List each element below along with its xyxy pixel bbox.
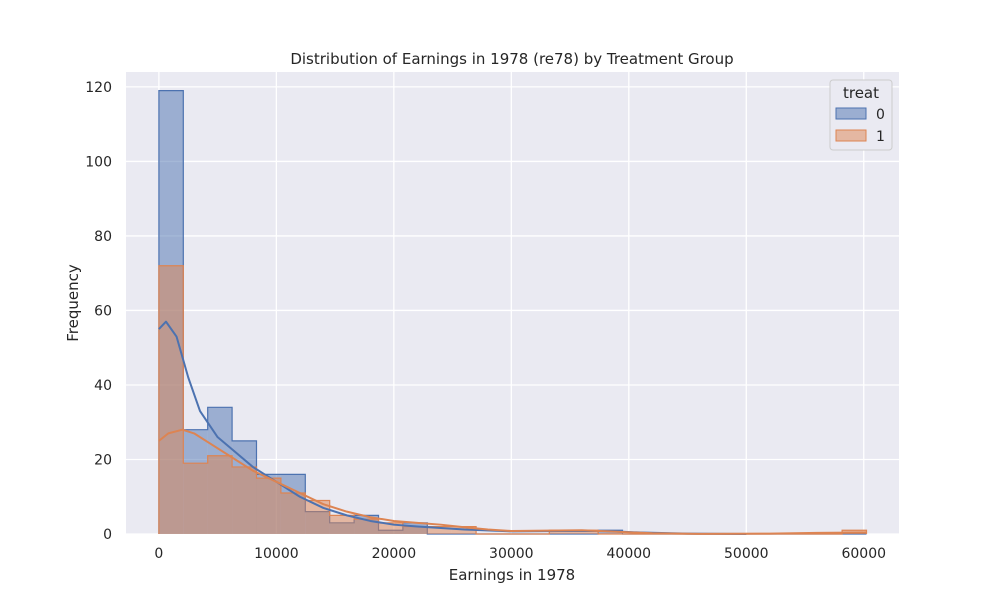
bar-s1-8 [354, 519, 379, 534]
y-tick-label-2: 40 [94, 378, 112, 394]
bar-s1-10 [402, 526, 428, 534]
legend: treat 0 1 [829, 79, 893, 151]
x-tick-label-0: 0 [154, 546, 163, 562]
bar-s1-3 [232, 466, 257, 534]
legend-swatch-0 [835, 107, 867, 120]
bar-s1-4 [256, 478, 281, 534]
x-tick-labels: 0 10000 20000 30000 40000 50000 60000 [154, 546, 886, 562]
kde-line-1 [158, 428, 867, 535]
x-tick-label-5: 50000 [724, 546, 769, 562]
y-tick-label-4: 80 [94, 229, 112, 245]
y-tick-labels: 0 20 40 60 80 100 120 [85, 80, 112, 543]
chart-title: Distribution of Earnings in 1978 (re78) … [290, 50, 733, 68]
x-tick-label-4: 40000 [607, 546, 652, 562]
x-tick-label-6: 60000 [841, 546, 886, 562]
bar-s1-17 [573, 530, 599, 534]
y-tick-label-3: 60 [94, 303, 112, 319]
histogram-bars [158, 90, 868, 535]
y-tick-label-1: 20 [94, 452, 112, 468]
bar-s1-1 [183, 463, 208, 534]
y-tick-label-5: 100 [85, 154, 112, 170]
bar-s1-16 [549, 530, 574, 534]
legend-swatch-1 [835, 129, 867, 142]
bar-s1-5 [280, 493, 306, 534]
x-tick-label-1: 10000 [254, 546, 299, 562]
bar-s1-11 [427, 526, 452, 534]
legend-title: treat [843, 84, 879, 102]
legend-label-1: 1 [876, 129, 885, 145]
y-tick-label-6: 120 [85, 80, 112, 96]
bar-s1-0 [158, 265, 184, 534]
legend-label-0: 0 [876, 107, 885, 123]
y-tick-label-0: 0 [103, 527, 112, 543]
y-axis-label: Frequency [64, 264, 82, 342]
bar-s1-7 [329, 515, 355, 534]
x-tick-label-2: 20000 [372, 546, 417, 562]
bar-s1-9 [378, 522, 403, 534]
bar-s1-2 [207, 455, 233, 534]
kde-curves [158, 320, 867, 535]
x-axis-label: Earnings in 1978 [449, 566, 575, 584]
x-tick-label-3: 30000 [489, 546, 534, 562]
